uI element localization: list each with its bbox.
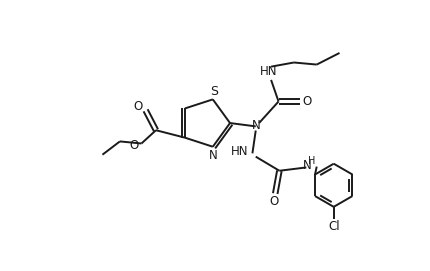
Text: O: O [129, 139, 138, 152]
Text: HN: HN [230, 145, 248, 158]
Text: N: N [209, 149, 218, 162]
Text: N: N [302, 159, 311, 172]
Text: H: H [307, 156, 314, 166]
Text: HN: HN [260, 65, 277, 78]
Text: O: O [269, 195, 278, 208]
Text: Cl: Cl [327, 220, 339, 233]
Text: S: S [209, 85, 217, 98]
Text: O: O [302, 95, 311, 108]
Text: N: N [252, 119, 260, 132]
Text: O: O [133, 100, 142, 113]
